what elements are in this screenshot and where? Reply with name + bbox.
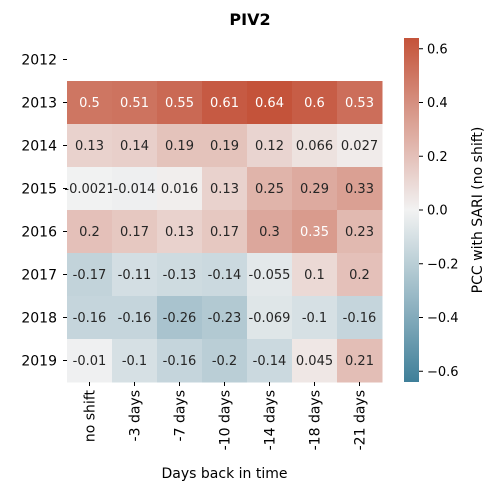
cell-value-label: 0.12 — [255, 139, 284, 154]
colorbar-tick-label: 0.4 — [427, 96, 448, 111]
x-tick-label: -7 days — [173, 390, 189, 441]
colorbar-tick-label: −0.4 — [427, 311, 459, 326]
cell-value-label: 0.21 — [345, 354, 374, 369]
x-tick-label: no shift — [83, 389, 99, 442]
y-tick-label: 2016 — [21, 225, 57, 241]
cell-value-label: -0.1 — [302, 311, 327, 326]
colorbar-label: PCC with SARI (no shift) — [470, 127, 486, 294]
x-tick-label: -18 days — [308, 390, 324, 450]
cell-value-label: -0.14 — [253, 354, 287, 369]
cell-value-label: 0.29 — [300, 182, 329, 197]
cell-value-label: 0.23 — [345, 225, 374, 240]
y-tick-label: 2013 — [21, 96, 57, 112]
cell-value-label: 0.14 — [120, 139, 149, 154]
cell-value-label: -0.16 — [73, 311, 107, 326]
cell-value-label: -0.01 — [73, 354, 107, 369]
y-tick-label: 2018 — [21, 311, 57, 327]
cell-value-label: 0.17 — [120, 225, 149, 240]
colorbar-tick-label: −0.2 — [427, 257, 459, 272]
cell-value-label: -0.2 — [212, 354, 237, 369]
cell-value-label: 0.17 — [210, 225, 239, 240]
cell-value-label: 0.066 — [296, 139, 333, 154]
cell-value-label: 0.6 — [304, 96, 325, 111]
cell-value-label: 0.33 — [345, 182, 374, 197]
colorbar-tick-label: −0.6 — [427, 365, 459, 380]
cell-value-label: -0.14 — [208, 268, 242, 283]
cell-value-label: 0.3 — [259, 225, 280, 240]
cell-value-label: -0.11 — [118, 268, 152, 283]
y-tick-label: 2019 — [21, 354, 57, 370]
cell-value-label: 0.19 — [165, 139, 194, 154]
cell-value-label: -0.014 — [114, 182, 156, 197]
cell-value-label: 0.53 — [345, 96, 374, 111]
cell-value-label: 0.55 — [165, 96, 194, 111]
cell-value-label: 0.2 — [79, 225, 100, 240]
cell-value-label: 0.13 — [75, 139, 104, 154]
colorbar — [404, 38, 419, 382]
cell-value-label: 0.19 — [210, 139, 239, 154]
cell-value-label: 0.027 — [341, 139, 378, 154]
cell-value-label: -0.16 — [343, 311, 377, 326]
x-tick-label: -14 days — [263, 390, 279, 450]
cell-value-label: -0.13 — [163, 268, 197, 283]
cell-value-label: -0.26 — [163, 311, 197, 326]
cell-value-label: 0.5 — [79, 96, 100, 111]
x-axis-label: Days back in time — [67, 466, 382, 482]
cell-value-label: 0.35 — [300, 225, 329, 240]
y-tick-label: 2012 — [21, 53, 57, 69]
cell-value-label: 0.045 — [296, 354, 333, 369]
y-tick-label: 2015 — [21, 182, 57, 198]
cell-value-label: -0.23 — [208, 311, 242, 326]
cell-value-label: -0.16 — [118, 311, 152, 326]
cell-value-label: 0.51 — [120, 96, 149, 111]
colorbar-tick-label: 0.2 — [427, 150, 448, 165]
x-tick-label: -10 days — [218, 390, 234, 450]
cell-value-label: -0.16 — [163, 354, 197, 369]
cell-value-label: 0.2 — [349, 268, 370, 283]
cell-value-label: 0.64 — [255, 96, 284, 111]
cell-value-label: 0.61 — [210, 96, 239, 111]
cell-value-label: -0.0021 — [64, 182, 114, 197]
cell-value-label: 0.13 — [210, 182, 239, 197]
y-tick-label: 2014 — [21, 139, 57, 155]
x-tick-label: -21 days — [353, 390, 369, 450]
cell-value-label: 0.016 — [161, 182, 198, 197]
x-tick-label: -3 days — [128, 390, 144, 441]
cell-value-label: -0.069 — [249, 311, 291, 326]
y-tick-label: 2017 — [21, 268, 57, 284]
cell-value-label: 0.1 — [304, 268, 325, 283]
cell-value-label: -0.1 — [122, 354, 147, 369]
cell-value-label: 0.25 — [255, 182, 284, 197]
cell-value-label: -0.055 — [249, 268, 291, 283]
cell-value-label: -0.17 — [73, 268, 107, 283]
cell-value-label: 0.13 — [165, 225, 194, 240]
colorbar-tick-label: 0.6 — [427, 42, 448, 57]
colorbar-tick-label: 0.0 — [427, 204, 448, 219]
